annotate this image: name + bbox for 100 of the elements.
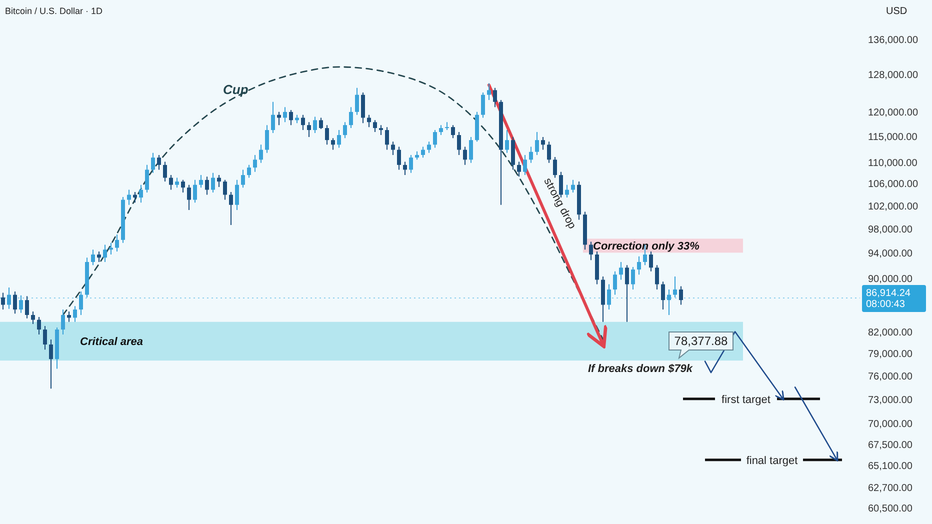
candlestick xyxy=(613,270,617,296)
candlestick xyxy=(361,92,365,124)
candlestick xyxy=(97,250,101,262)
candlestick xyxy=(667,289,671,316)
candlestick xyxy=(229,191,233,226)
ref-line-label: final target xyxy=(746,454,798,467)
candlestick xyxy=(223,179,227,200)
candlestick xyxy=(193,179,197,204)
candlestick xyxy=(289,109,293,126)
candlestick xyxy=(169,174,173,190)
y-tick-label: 60,500.00 xyxy=(868,504,913,515)
candlestick xyxy=(553,156,557,178)
candlestick xyxy=(175,177,179,188)
candlestick xyxy=(571,179,575,194)
y-axis-title: USD xyxy=(886,6,908,17)
candlestick xyxy=(637,256,641,276)
annotation: If breaks down $79k xyxy=(588,363,694,375)
candlestick xyxy=(13,290,17,314)
candlestick xyxy=(631,266,635,290)
candlestick xyxy=(457,132,461,156)
candlestick xyxy=(439,124,443,136)
candlestick xyxy=(427,141,431,154)
candlestick xyxy=(397,146,401,170)
candlestick xyxy=(565,184,569,198)
candlestick xyxy=(181,179,185,194)
candlestick xyxy=(589,241,593,261)
candlestick xyxy=(487,82,491,100)
candlestick xyxy=(463,146,467,166)
candlestick xyxy=(367,114,371,128)
candlestick xyxy=(481,92,485,118)
candlestick xyxy=(145,164,149,194)
candlestick xyxy=(373,120,377,133)
candlestick xyxy=(61,309,65,335)
candlestick xyxy=(271,101,275,134)
y-tick-label: 76,000.00 xyxy=(868,372,913,383)
candlestick xyxy=(319,117,323,130)
candlestick xyxy=(541,136,545,150)
candlestick xyxy=(379,124,383,136)
candlestick xyxy=(385,126,389,150)
candlestick xyxy=(43,326,47,350)
candlestick xyxy=(517,161,521,178)
candlestick xyxy=(649,250,653,272)
y-tick-label: 62,700.00 xyxy=(868,482,913,494)
candlestick xyxy=(235,179,239,210)
candlestick xyxy=(547,141,551,164)
y-tick-label: 67,500.00 xyxy=(868,440,913,452)
candlestick xyxy=(433,130,437,148)
candlestick xyxy=(325,124,329,146)
candlestick xyxy=(355,87,359,116)
ref-line-label: first target xyxy=(722,394,770,406)
y-tick-label: 94,000.00 xyxy=(868,248,913,260)
candlestick xyxy=(343,122,347,139)
candlestick xyxy=(301,114,305,131)
candlestick xyxy=(115,234,119,252)
annotation: strong drop xyxy=(541,176,578,231)
candlestick xyxy=(7,287,11,310)
candlestick xyxy=(1,292,5,310)
y-tick-label: 73,000.00 xyxy=(868,394,913,406)
candlestick xyxy=(313,116,317,134)
candlestick xyxy=(529,146,533,164)
y-tick-label: 115,000.00 xyxy=(868,132,918,144)
y-tick-label: 79,000.00 xyxy=(868,349,913,360)
ref-line-label: 86,914.24 08:00:43 xyxy=(866,288,911,310)
candlestick xyxy=(421,146,425,158)
candlestick xyxy=(403,161,407,176)
candlestick xyxy=(241,169,245,188)
candlestick xyxy=(337,130,341,148)
candlestick xyxy=(127,189,131,206)
y-tick-label: 136,000.00 xyxy=(868,35,918,46)
candlestick xyxy=(91,249,95,266)
candlestick xyxy=(187,184,191,210)
text: Bitcoin / U.S. Dollar · 1D xyxy=(5,6,104,16)
band-label: Correction only 33% xyxy=(593,240,700,253)
y-tick-label: 82,000.00 xyxy=(868,328,913,339)
candlestick xyxy=(409,154,413,174)
y-tick-label: 98,000.00 xyxy=(868,224,913,236)
band-label: Critical area xyxy=(80,336,143,348)
candlestick xyxy=(73,306,77,322)
y-tick-label: 110,000.00 xyxy=(868,158,918,169)
candlestick xyxy=(37,316,41,335)
series-label: Cup xyxy=(223,82,248,98)
candlestick xyxy=(349,106,353,129)
candlestick xyxy=(451,124,455,139)
candlestick xyxy=(199,174,203,188)
candlestick xyxy=(391,141,395,156)
candlestick xyxy=(211,172,215,194)
candlestick xyxy=(661,281,665,310)
candlestick xyxy=(493,87,497,108)
candlestick xyxy=(139,184,143,204)
candlestick xyxy=(151,152,155,174)
y-tick-label: 90,000.00 xyxy=(868,274,913,285)
candlestick xyxy=(469,136,473,164)
candlestick xyxy=(523,154,527,176)
annotation: 78,377.88 xyxy=(674,334,728,348)
candlestick xyxy=(31,311,35,324)
candlestick xyxy=(253,154,257,172)
candlestick xyxy=(535,132,539,156)
candlestick xyxy=(67,311,71,322)
candlestick xyxy=(25,296,29,319)
y-tick-label: 70,000.00 xyxy=(868,419,913,430)
